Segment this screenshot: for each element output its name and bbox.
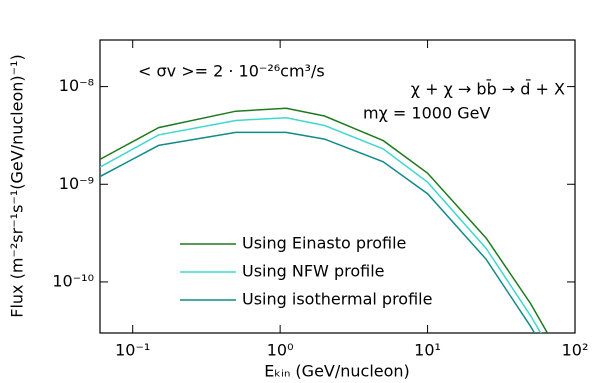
legend-label: Using Einasto profile — [242, 234, 406, 253]
annotation: < σv >= 2 · 10⁻²⁶cm³/s — [138, 62, 325, 81]
y-tick-label: 10⁻⁸ — [59, 76, 94, 95]
x-tick-label: 10⁰ — [267, 341, 294, 360]
x-tick-label: 10¹ — [414, 341, 441, 360]
annotation: χ + χ → bb̄ → d̄ + X — [411, 80, 565, 99]
y-axis-label: Flux (m⁻²sr⁻¹s⁻¹(GeV/nucleon)⁻¹) — [8, 54, 27, 317]
y-tick-label: 10⁻¹⁰ — [52, 271, 94, 290]
x-axis-label: Eₖᵢₙ (GeV/nucleon) — [264, 362, 410, 381]
legend-label: Using NFW profile — [242, 262, 385, 281]
annotation: mχ = 1000 GeV — [363, 104, 490, 123]
series-line — [100, 116, 542, 333]
series-line — [100, 107, 549, 333]
x-tick-label: 10⁻¹ — [115, 341, 150, 360]
series-line — [100, 131, 536, 333]
legend-label: Using isothermal profile — [242, 290, 432, 309]
x-tick-label: 10² — [562, 341, 589, 360]
plot-frame — [99, 39, 576, 334]
y-tick-label: 10⁻⁹ — [59, 174, 94, 193]
